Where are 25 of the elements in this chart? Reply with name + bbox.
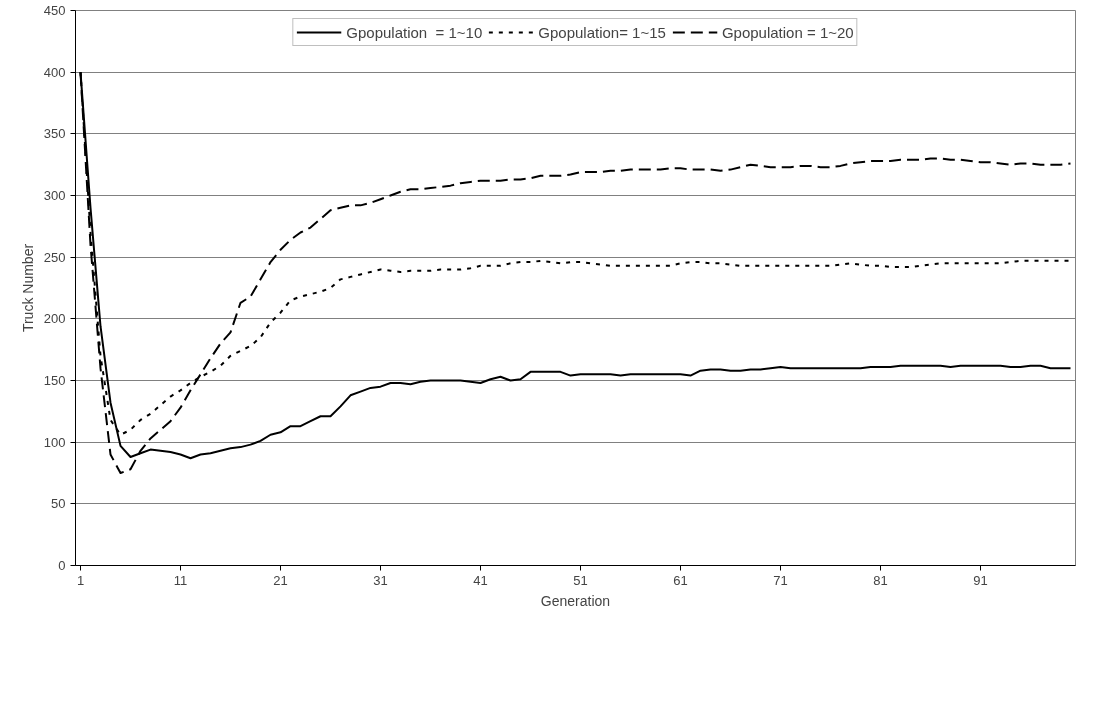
x-tick-label: 51 <box>573 572 588 588</box>
legend-label: Gpopulation= 1~15 <box>538 23 666 41</box>
y-tick-label: 350 <box>43 126 66 142</box>
y-tick-label: 400 <box>43 64 66 80</box>
x-tick-label: 41 <box>473 572 488 588</box>
x-tick-label: 91 <box>973 572 988 588</box>
y-tick-label: 450 <box>43 3 66 18</box>
x-tick-label: 1 <box>76 572 85 588</box>
x-tick-label: 31 <box>373 572 388 588</box>
y-tick-label: 250 <box>43 249 66 265</box>
x-tick-label: 81 <box>873 572 888 588</box>
y-tick-label: 50 <box>51 496 66 512</box>
x-tick-label: 61 <box>673 572 688 588</box>
legend-label: Gpopulation = 1~20 <box>721 23 854 41</box>
y-axis-title: Truck Number <box>19 243 36 333</box>
y-tick-label: 100 <box>43 434 66 450</box>
x-tick-label: 71 <box>773 572 788 588</box>
x-tick-label: 11 <box>173 572 188 588</box>
y-tick-label: 300 <box>43 188 66 203</box>
legend-label: Gpopulation = 1~10 <box>346 23 483 41</box>
y-tick-label: 150 <box>43 373 66 388</box>
x-axis-title: Generation <box>540 592 611 609</box>
y-tick-label: 200 <box>43 311 66 327</box>
x-tick-label: 21 <box>273 572 288 588</box>
y-tick-label: 0 <box>58 558 66 573</box>
